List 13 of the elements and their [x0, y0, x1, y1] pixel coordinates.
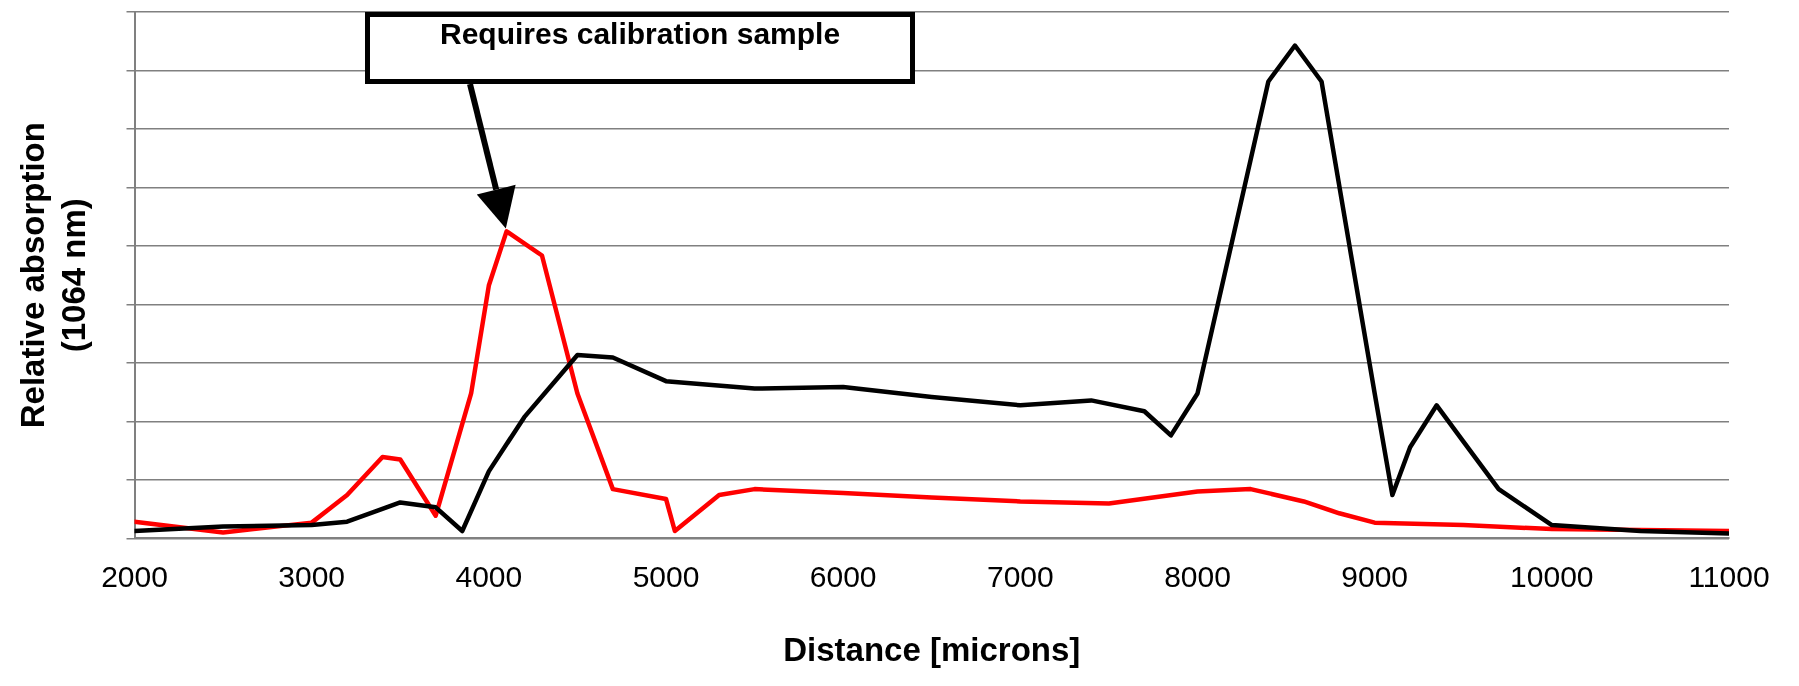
- y-axis-title: Relative absorption (1064 nm): [13, 122, 92, 429]
- x-tick-label: 5000: [632, 559, 700, 593]
- x-tick-label: 8000: [1164, 559, 1231, 593]
- x-tick-label: 7000: [986, 559, 1054, 593]
- x-tick-label: 2000: [101, 559, 168, 593]
- x-tick-label: 10000: [1510, 559, 1594, 593]
- x-tick-label: 11000: [1688, 559, 1770, 593]
- x-tick-label: 4000: [455, 559, 523, 593]
- x-tick-label: 3000: [278, 559, 346, 593]
- x-tick-label: 9000: [1341, 559, 1409, 593]
- x-axis-title: Distance [microns]: [783, 631, 1081, 669]
- x-tick-label: 6000: [809, 559, 877, 593]
- callout-box: Requires calibration sample: [365, 12, 916, 84]
